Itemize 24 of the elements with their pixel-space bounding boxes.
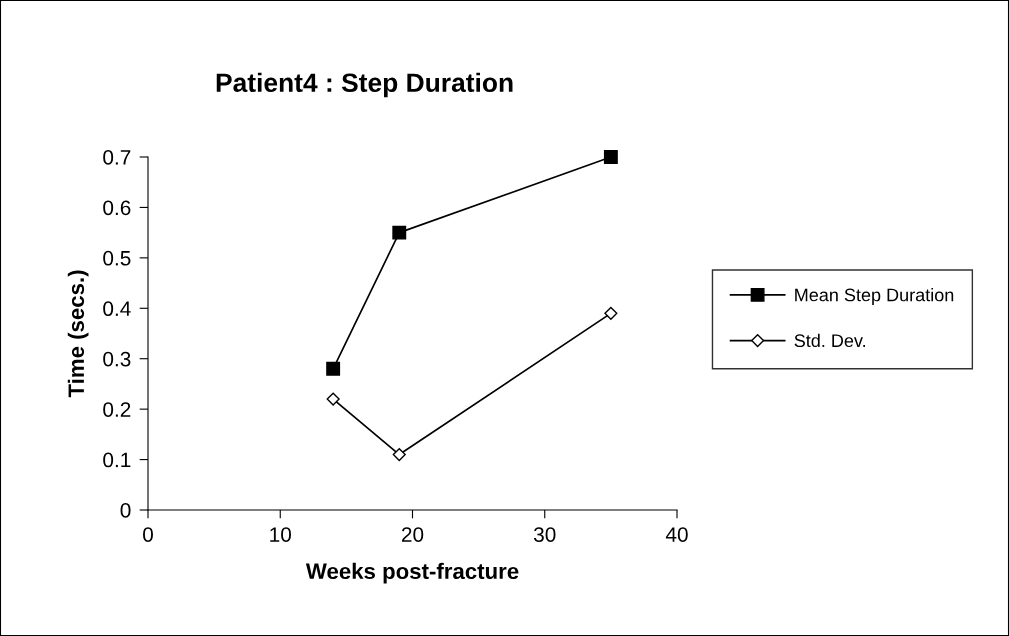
point <box>604 306 618 320</box>
y-tick-label: 0 <box>120 503 131 518</box>
legend-label: Mean Step Duration <box>795 288 954 305</box>
y-tick-label: 0.6 <box>103 200 131 216</box>
point <box>326 361 341 376</box>
chart-title: Patient4 : Step Duration <box>216 72 513 98</box>
y-tick-label: 0.2 <box>103 402 131 417</box>
y-tick-label: 0.5 <box>103 250 131 266</box>
point <box>603 150 618 164</box>
legend-label: Std. Dev. <box>794 333 866 348</box>
point <box>392 447 406 462</box>
x-tick-label: 30 <box>533 527 556 542</box>
y-tick-label: 0.7 <box>103 150 131 165</box>
y-axis-title: Time (secs.) <box>67 270 89 398</box>
y-tick-label: 0.3 <box>103 351 131 367</box>
point <box>326 392 340 406</box>
point <box>392 225 407 240</box>
x-axis-title: Weeks post-fracture <box>305 562 519 584</box>
x-tick-label: 40 <box>665 527 688 542</box>
y-tick-label: 0.1 <box>103 452 131 468</box>
y-tick-label: 0.4 <box>103 301 131 317</box>
x-tick-label: 20 <box>401 527 424 542</box>
x-tick-label: 10 <box>270 527 292 542</box>
x-tick-label: 0 <box>143 527 153 542</box>
